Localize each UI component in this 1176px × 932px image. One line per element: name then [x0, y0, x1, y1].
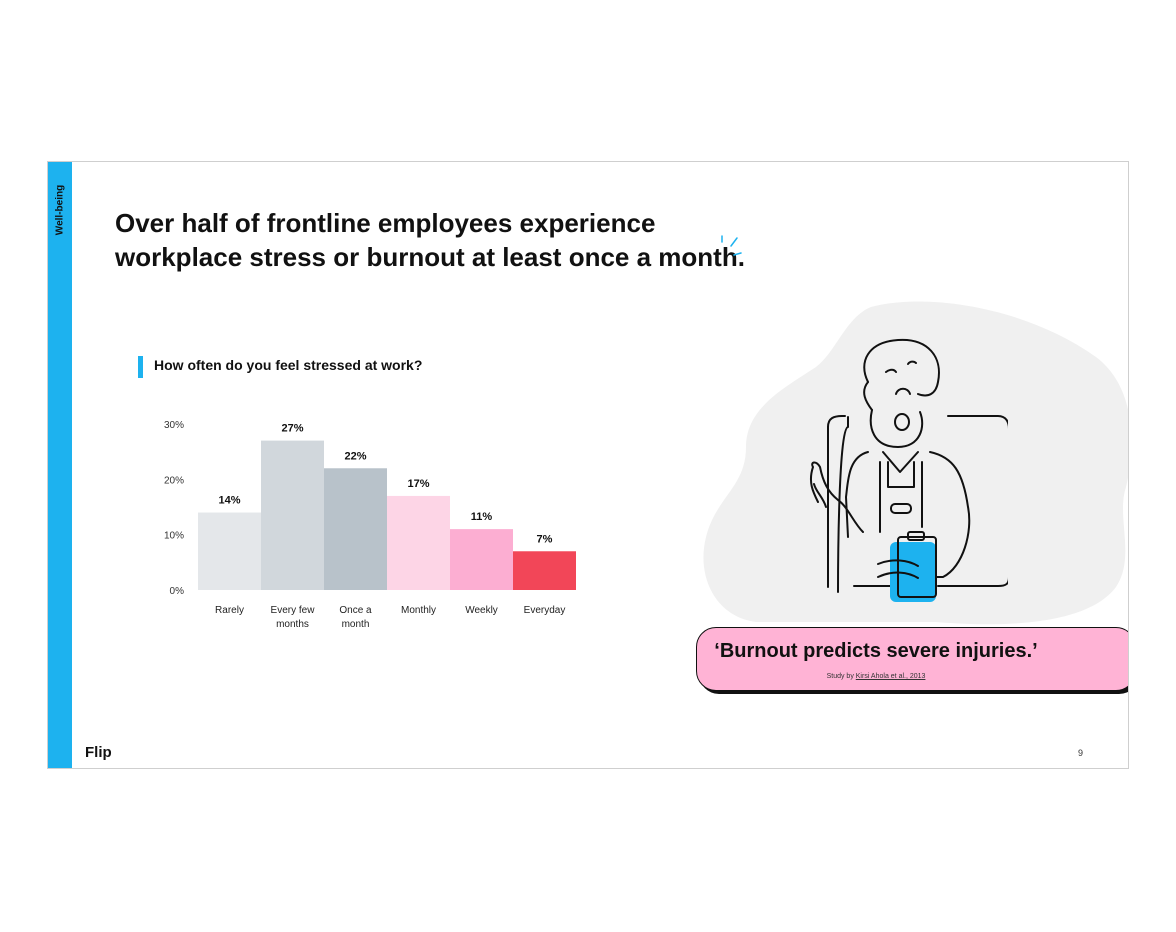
data-label: 14%: [218, 495, 240, 507]
man-with-clipboard-illustration: [809, 338, 1008, 602]
background-blob-shape: [703, 301, 1128, 625]
x-tick-label: month: [342, 619, 370, 630]
quote-source-link[interactable]: Kirsi Ahola et al., 2013: [855, 673, 926, 680]
bar: [450, 529, 513, 590]
quote-source-prefix: Study by: [826, 673, 856, 680]
quote-text: ‘Burnout predicts severe injuries.’: [714, 640, 1038, 662]
x-tick-label: Everyday: [524, 605, 566, 616]
y-tick-label: 0%: [170, 586, 185, 597]
data-label: 27%: [281, 423, 303, 435]
x-tick-label: months: [276, 619, 309, 630]
data-label: 22%: [344, 450, 366, 462]
bar: [387, 495, 450, 590]
chart-heading-marker: [138, 356, 143, 378]
data-label: 17%: [407, 478, 429, 490]
section-label: Well-being: [54, 184, 66, 236]
brand-logo: Flip: [85, 744, 112, 761]
y-tick-label: 30%: [164, 420, 184, 431]
bar: [261, 440, 324, 590]
sparkle-icon: [721, 235, 742, 256]
x-tick-label: Every few: [271, 605, 316, 616]
x-tick-label: Monthly: [401, 605, 436, 616]
data-label: 11%: [471, 511, 493, 523]
x-tick-label: Weekly: [465, 605, 498, 616]
title-line-2: workplace stress or burnout at least onc…: [115, 242, 745, 272]
quote-source: Study by Kirsi Ahola et al., 2013: [697, 673, 1128, 680]
y-tick-label: 20%: [164, 475, 184, 486]
bar: [324, 468, 387, 590]
bar-chart: 0% 10% 20% 30% 14% Rarely 27% Every few months 22…: [164, 420, 576, 630]
quote-callout: ‘Burnout predicts severe injuries.’ Stud…: [696, 627, 1128, 691]
y-tick-label: 10%: [164, 531, 184, 542]
page-title: Over half of frontline employees experie…: [115, 206, 775, 274]
title-line-1: Over half of frontline employees experie…: [115, 208, 656, 238]
slide: Well-being Over half of frontline employ…: [47, 161, 1129, 769]
bar: [198, 512, 261, 590]
section-side-tab: Well-being: [48, 162, 72, 768]
chart-heading: How often do you feel stressed at work?: [154, 357, 423, 373]
x-tick-label: Rarely: [215, 605, 244, 616]
page-number: 9: [1078, 748, 1084, 758]
data-label: 7%: [537, 533, 553, 545]
x-tick-label: Once a: [339, 605, 372, 616]
bar: [513, 551, 576, 590]
